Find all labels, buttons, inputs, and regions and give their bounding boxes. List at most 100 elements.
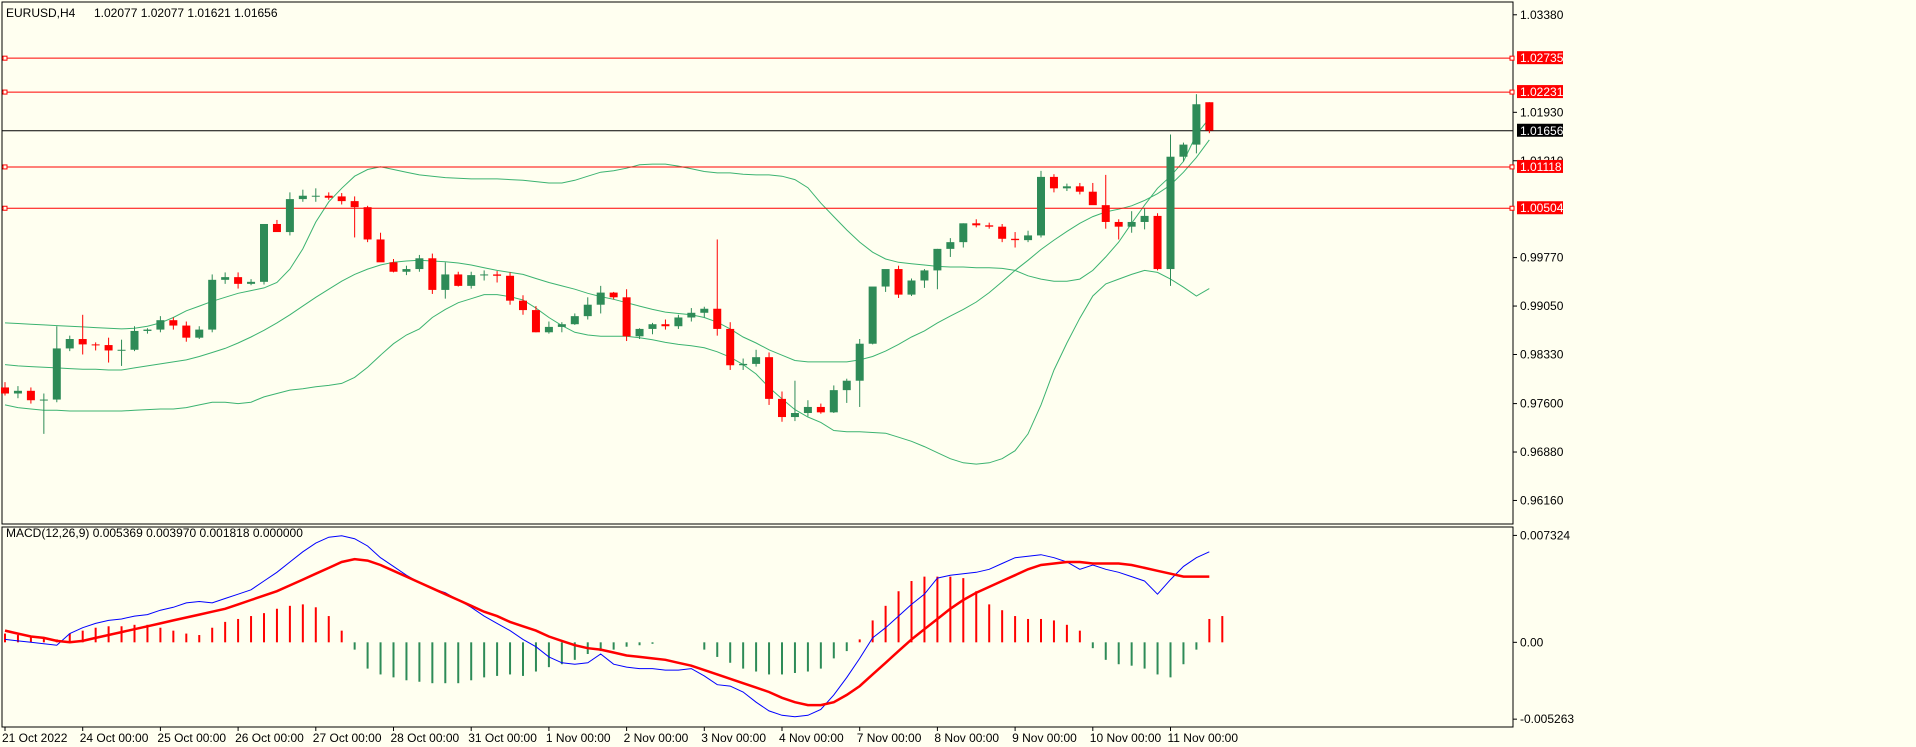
bull-candle (480, 274, 489, 276)
time-axis-label: 31 Oct 00:00 (468, 731, 537, 745)
price-axis-label: 0.99770 (1520, 251, 1564, 265)
bull-candle (65, 339, 74, 349)
price-level-tag (1517, 201, 1563, 215)
bear-candle (363, 207, 372, 240)
price-axis-label: 1.03380 (1520, 8, 1564, 22)
bear-candle (519, 300, 527, 311)
level-handle (2, 205, 8, 211)
bear-candle (104, 345, 113, 351)
price-level-tag (1517, 85, 1563, 99)
level-handle (1509, 55, 1515, 61)
bull-candle (907, 280, 916, 295)
symbol-label: EURUSD,H4 (6, 6, 76, 20)
bull-candle (1192, 104, 1201, 145)
bull-candle (208, 279, 217, 330)
current-price-label: 1.01656 (1520, 124, 1564, 138)
bear-candle (531, 310, 540, 333)
time-axis-label: 26 Oct 00:00 (235, 731, 304, 745)
bear-candle (337, 196, 346, 202)
bear-candle (78, 339, 87, 345)
bear-candle (1011, 238, 1020, 241)
macd-axis-label: -0.005263 (1520, 712, 1574, 726)
bear-candle (272, 223, 281, 233)
price-axis-label: 0.96160 (1520, 493, 1564, 507)
bear-candle (726, 328, 735, 366)
bear-candle (985, 225, 994, 227)
bull-candle (700, 308, 709, 313)
macd-axis-label: 0.00 (1520, 635, 1544, 649)
bull-candle (402, 269, 411, 272)
bull-candle (1062, 186, 1071, 189)
bear-candle (1075, 186, 1084, 192)
price-level-label: 1.02735 (1520, 51, 1564, 65)
level-handle (1509, 89, 1515, 95)
bull-candle (1179, 144, 1188, 157)
bear-candle (998, 226, 1007, 239)
bull-candle (544, 326, 553, 333)
bear-candle (1114, 221, 1123, 227)
bear-candle (350, 201, 359, 208)
price-level-label: 1.02231 (1520, 85, 1564, 99)
level-handle (2, 89, 8, 95)
bull-candle (221, 277, 230, 280)
bull-candle (752, 357, 761, 364)
bear-candle (713, 308, 722, 329)
bull-candle (130, 330, 139, 350)
macd-label: MACD(12,26,9) 0.005369 0.003970 0.001818… (6, 526, 303, 540)
bull-candle (920, 270, 929, 281)
time-axis-label: 1 Nov 00:00 (546, 731, 611, 745)
bear-candle (894, 269, 903, 295)
bear-candle (493, 274, 502, 276)
bear-candle (778, 398, 786, 418)
time-axis-label: 11 Nov 00:00 (1168, 731, 1239, 745)
bull-candle (441, 274, 450, 290)
bear-candle (1153, 215, 1162, 270)
bear-candle (1101, 205, 1110, 222)
main-panel-frame (1, 1, 1514, 525)
bull-candle (933, 248, 942, 271)
bollinger-upper-line (4, 118, 1210, 330)
bear-candle (506, 275, 515, 301)
bull-candle (855, 343, 864, 381)
bear-candle (1, 387, 9, 394)
bull-candle (790, 413, 799, 418)
bear-candle (1088, 191, 1097, 206)
bull-candle (739, 363, 748, 366)
macd-panel-frame (1, 526, 1514, 728)
bull-candle (415, 258, 424, 270)
bear-candle (91, 344, 100, 346)
bull-candle (52, 348, 61, 400)
bull-candle (1140, 215, 1149, 222)
bear-candle (1205, 102, 1214, 131)
bear-candle (324, 195, 333, 198)
bull-candle (829, 390, 838, 413)
bollinger-middle-line (4, 139, 1210, 371)
bull-candle (1127, 221, 1136, 227)
bear-candle (972, 223, 981, 226)
bull-candle (39, 399, 48, 401)
macd-panel[interactable]: 0.007324 0.00 -0.005263 (1, 526, 1574, 728)
price-axis-label: 0.96880 (1520, 445, 1564, 459)
time-axis-label: 2 Nov 00:00 (624, 731, 689, 745)
bull-candle (467, 275, 476, 286)
price-axis-label: 0.98330 (1520, 347, 1564, 361)
bull-candle (117, 349, 126, 351)
time-axis-label: 25 Oct 00:00 (157, 731, 226, 745)
time-axis-label: 24 Oct 00:00 (80, 731, 149, 745)
bull-candle (156, 320, 165, 330)
bull-candle (803, 406, 812, 414)
bear-candle (622, 297, 631, 337)
time-axis-label: 4 Nov 00:00 (779, 731, 844, 745)
bull-candle (674, 317, 683, 327)
bear-candle (376, 239, 385, 263)
bear-candle (1049, 176, 1058, 189)
bull-candle (298, 195, 307, 200)
bull-candle (868, 286, 877, 344)
price-axis-label: 0.99050 (1520, 299, 1564, 313)
main-panel[interactable]: 1.033801.019301.012100.997700.990500.983… (1, 1, 1564, 525)
bull-candle (260, 223, 268, 282)
bull-candle (1037, 176, 1045, 236)
time-axis-label: 27 Oct 00:00 (313, 731, 382, 745)
level-handle (2, 55, 8, 61)
